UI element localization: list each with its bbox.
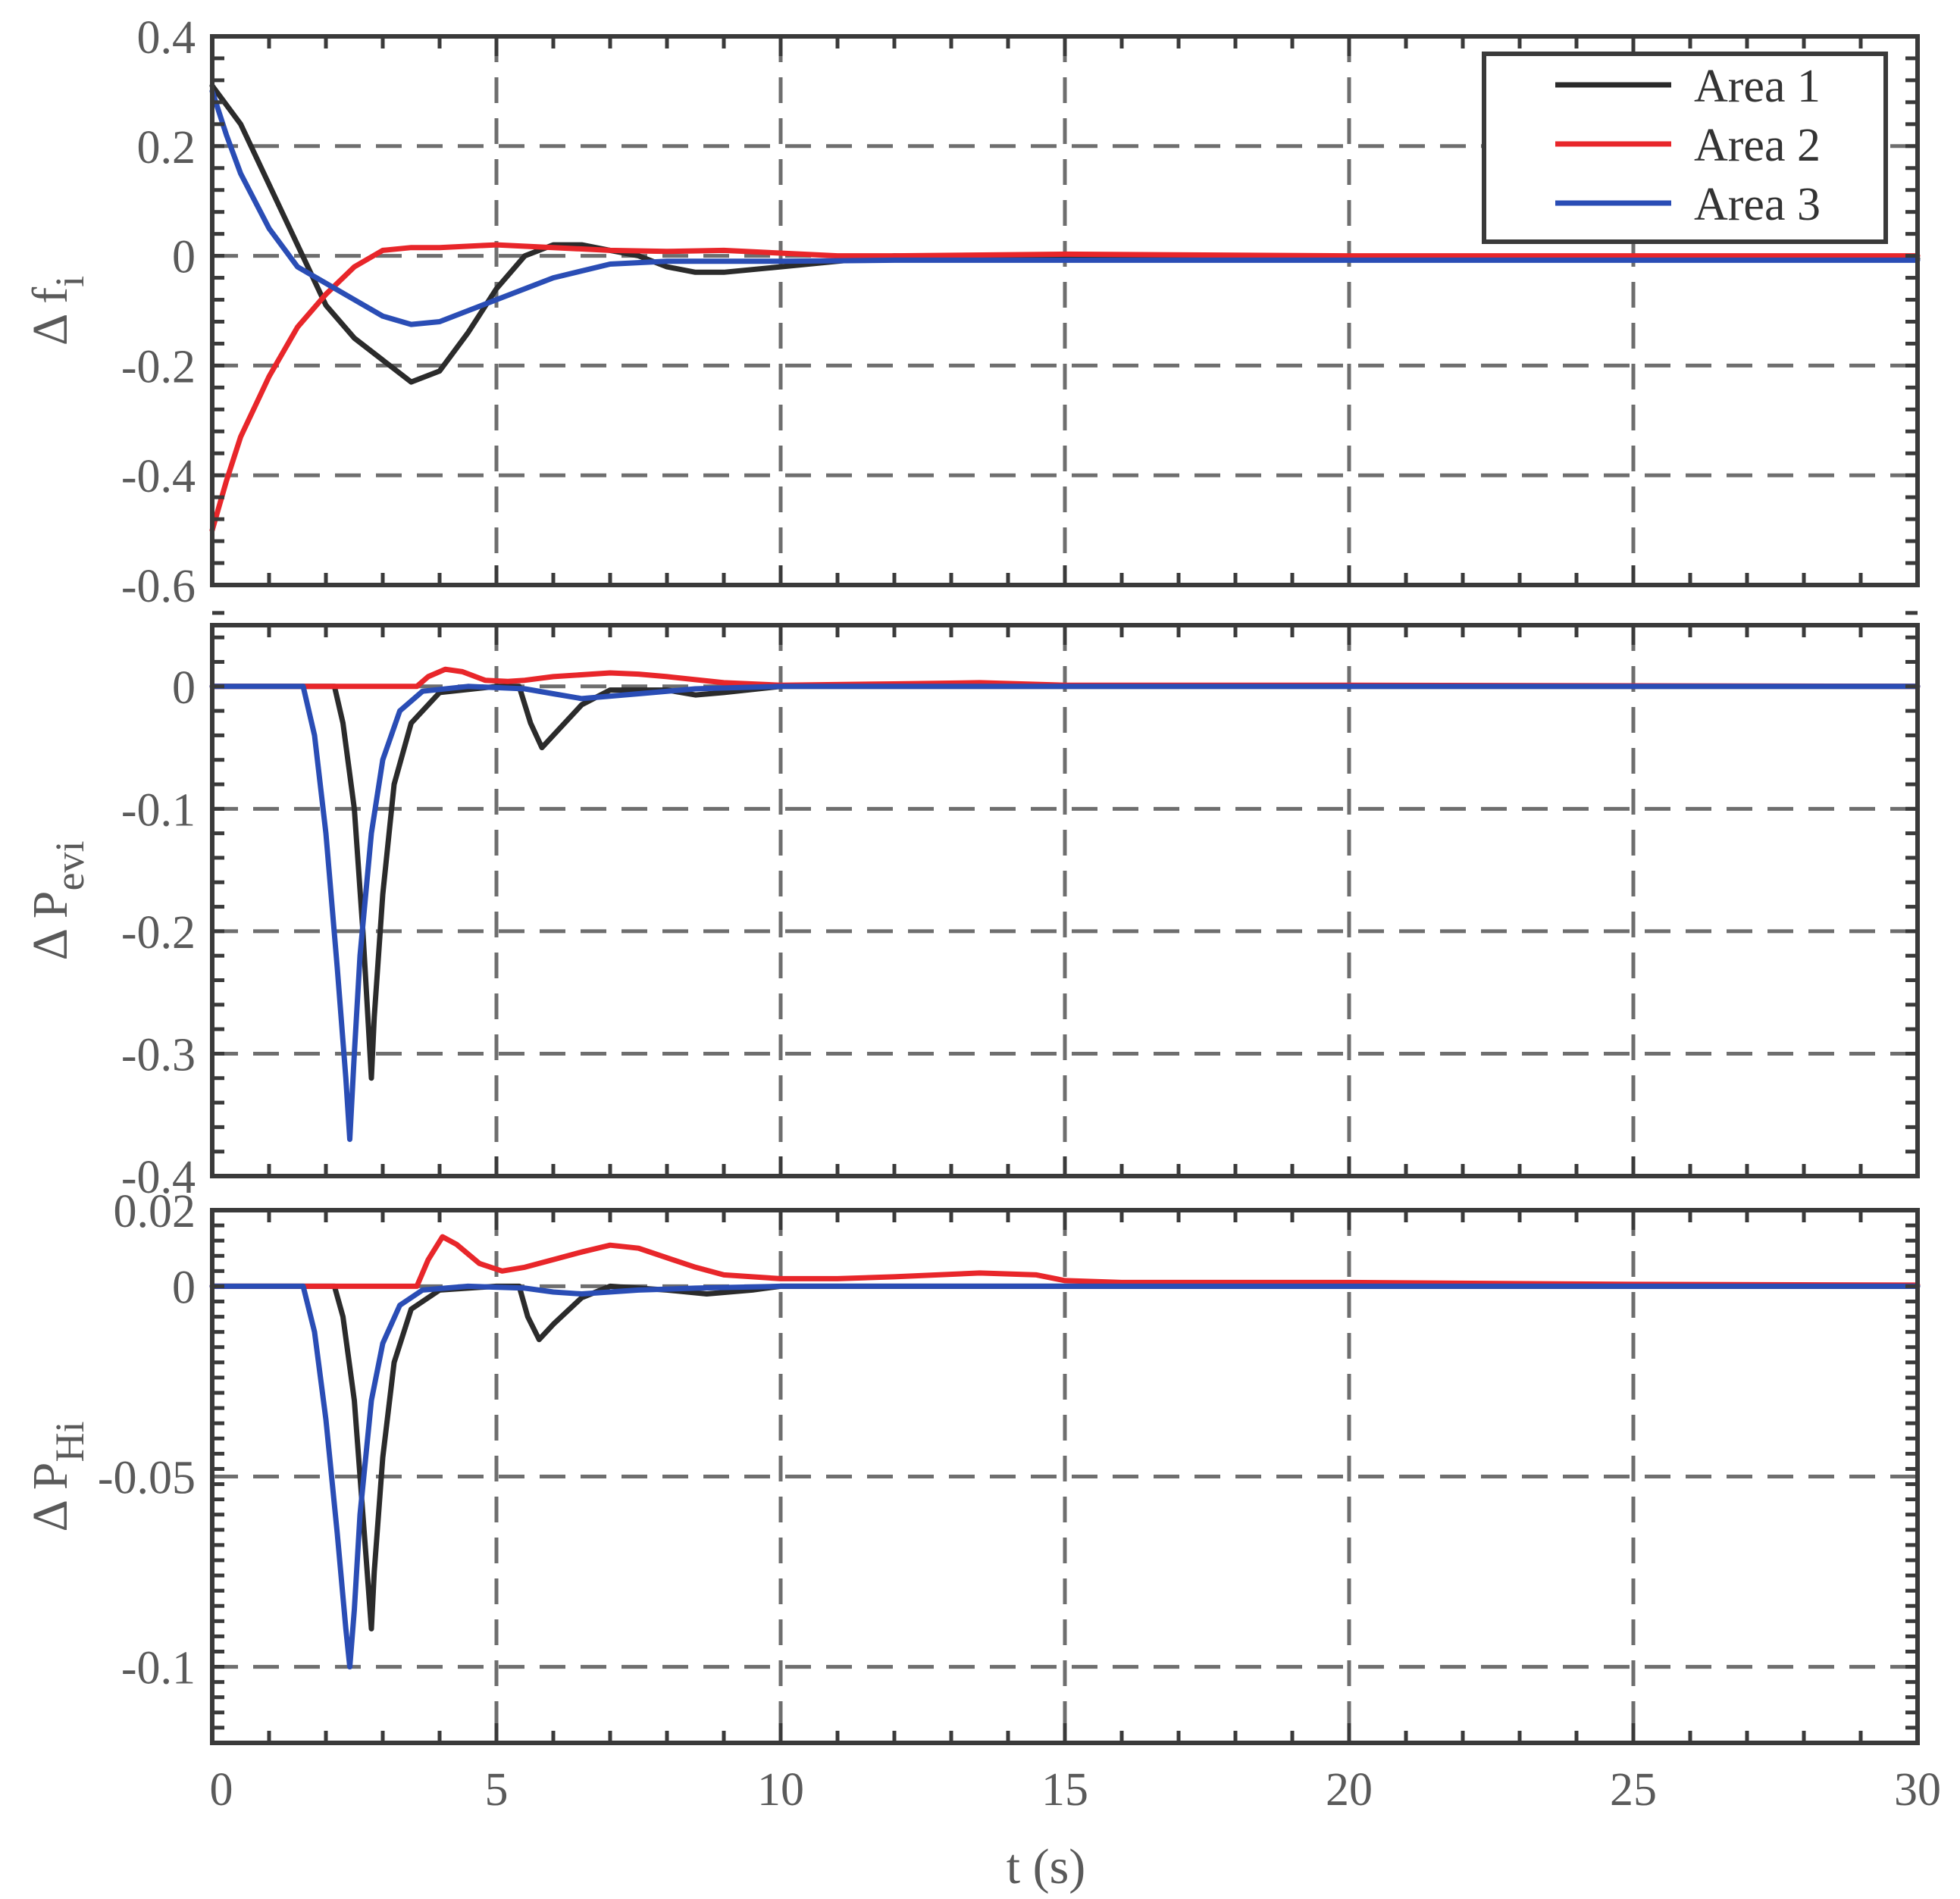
y-axis-main: f <box>23 287 78 304</box>
legend-label-area-1: Area 1 <box>1694 61 1821 112</box>
y-axis-title: Δ Pevi <box>23 840 92 960</box>
series-line-area-2 <box>209 666 1921 690</box>
series-line-area-3 <box>209 1283 1921 1670</box>
x-tick-label: 15 <box>1041 1764 1088 1816</box>
legend-box <box>1482 52 1888 244</box>
x-tick-label: 10 <box>757 1764 804 1816</box>
x-tick-label: 5 <box>485 1764 509 1816</box>
y-tick-label: 0.02 <box>114 1186 196 1237</box>
y-tick-label: -0.1 <box>121 784 196 836</box>
x-tick-label: 0 <box>210 1764 233 1816</box>
x-axis-title: t (s) <box>1007 1839 1085 1894</box>
y-tick-label: -0.3 <box>121 1029 196 1081</box>
y-tick-label: 0.4 <box>137 12 196 64</box>
y-axis-subscript: i <box>47 276 92 287</box>
panel-top: 0.4 0.2 0 -0.2 -0.4 -0.6 Δ fi <box>23 12 1921 612</box>
y-axis-title: Δ fi <box>23 276 92 346</box>
series-line-area-3 <box>209 88 1921 327</box>
x-tick-label: 30 <box>1894 1764 1941 1816</box>
y-tick-label: -0.6 <box>121 561 196 612</box>
series-line-area-3 <box>209 684 1921 1142</box>
series-line-area-2 <box>209 242 1921 533</box>
y-tick-label: 0 <box>172 232 196 283</box>
y-tick-label: -0.2 <box>121 907 196 959</box>
panel-bottom: 0.02 0 -0.05 -0.1 0 5 10 15 20 25 30 Δ PHi <box>23 1186 1941 1816</box>
y-axis-subscript: evi <box>47 840 92 890</box>
y-tick-label: -0.05 <box>98 1453 196 1504</box>
y-tick-label: 0 <box>172 1262 196 1313</box>
y-axis-symbol: Δ <box>23 304 78 346</box>
y-tick-label: -0.1 <box>121 1643 196 1694</box>
legend: Area 1 Area 2 Area 3 <box>1482 52 1888 244</box>
x-tick-label: 20 <box>1326 1764 1373 1816</box>
y-axis-symbol: Δ <box>23 918 78 960</box>
y-tick-label: -0.4 <box>121 451 196 502</box>
y-axis-main: P <box>23 1462 78 1490</box>
x-tick-label: 25 <box>1610 1764 1657 1816</box>
y-axis-symbol: Δ <box>23 1490 78 1531</box>
y-tick-label: -0.4 <box>121 1152 196 1203</box>
panel-middle: 0 -0.1 -0.2 -0.3 -0.4 Δ Pevi <box>23 611 1921 1203</box>
y-tick-label: 0 <box>172 662 196 714</box>
y-tick-label: -0.2 <box>121 341 196 393</box>
y-axis-title: Δ PHi <box>23 1421 92 1531</box>
series-line-area-2 <box>209 1234 1921 1289</box>
panels: 0.4 0.2 0 -0.2 -0.4 -0.6 Δ fi 0 -0.1 -0.2 -0.3 -0.4… <box>23 12 1941 1816</box>
y-axis-main: P <box>23 890 78 918</box>
legend-label-area-3: Area 3 <box>1694 179 1821 230</box>
legend-label-area-2: Area 2 <box>1694 120 1821 171</box>
y-axis-subscript: Hi <box>47 1421 92 1462</box>
y-tick-label: 0.2 <box>137 122 196 174</box>
